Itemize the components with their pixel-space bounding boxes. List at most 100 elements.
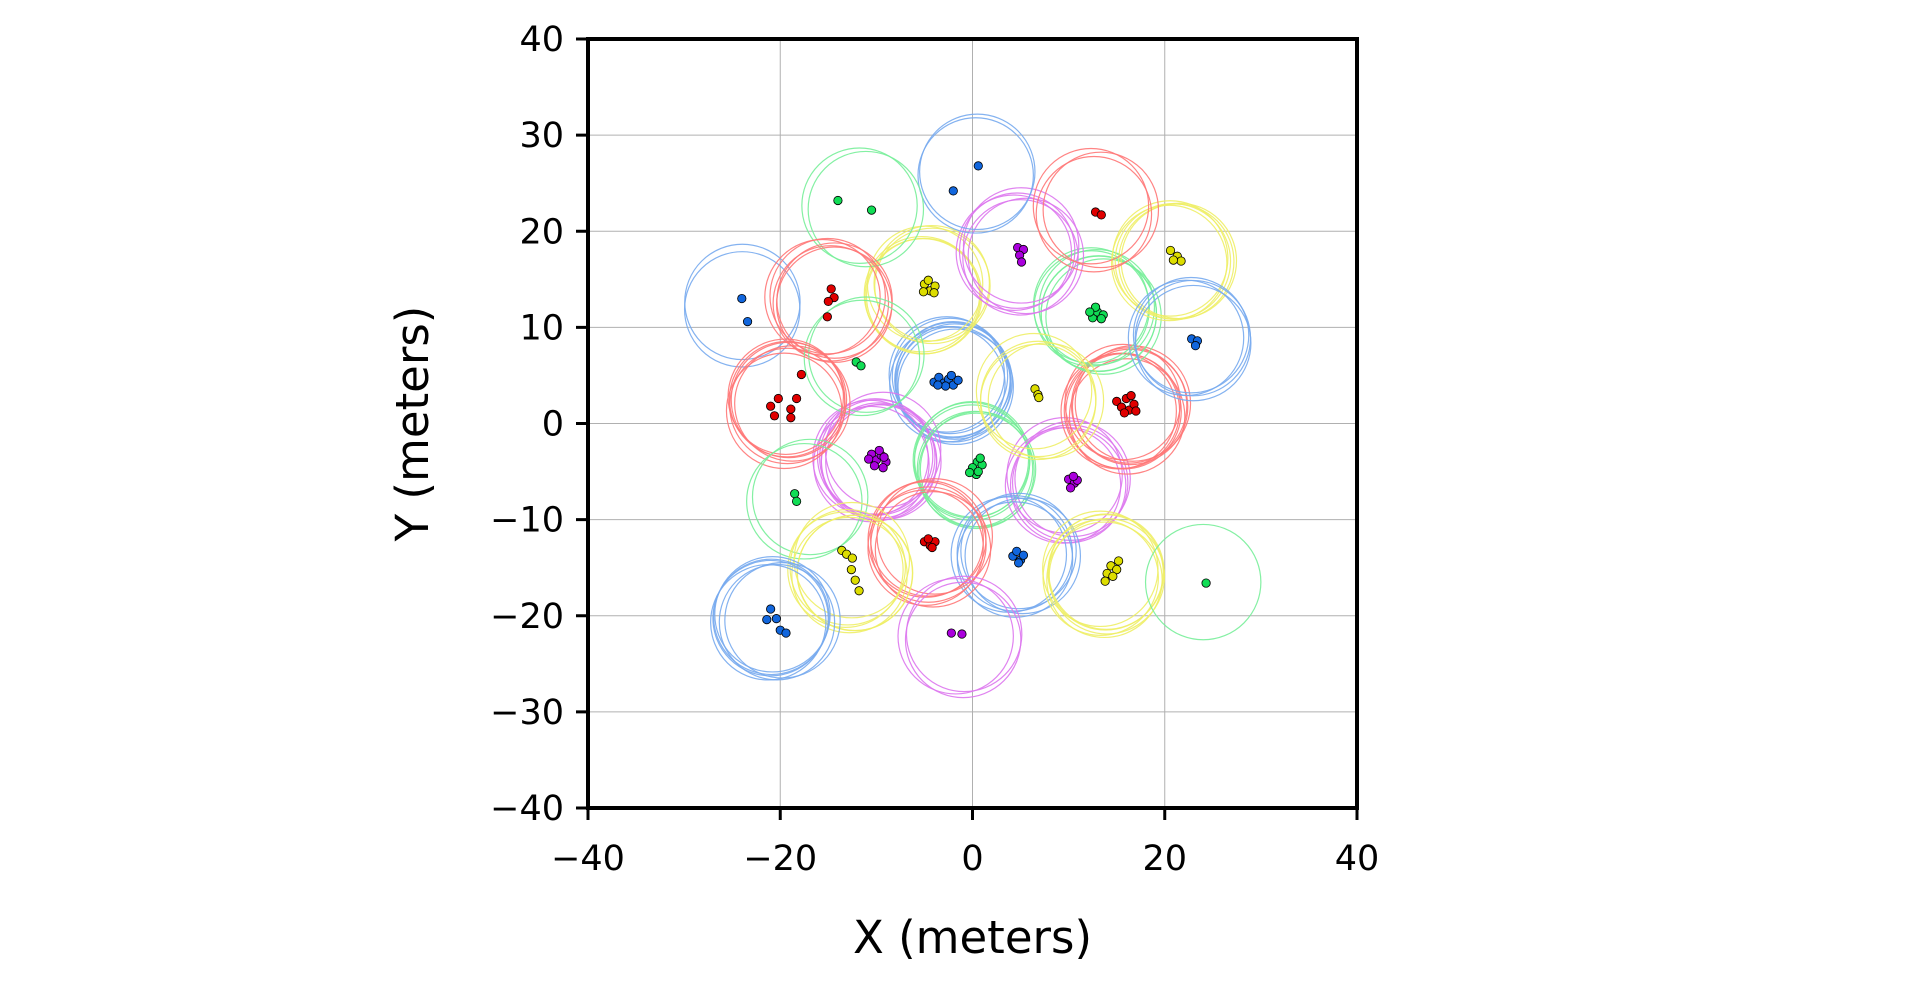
data-point	[850, 575, 860, 585]
range-circle	[751, 438, 869, 556]
data-point	[965, 467, 975, 478]
range-circle	[718, 563, 836, 681]
data-point	[975, 453, 985, 463]
y-tick-label: 0	[542, 405, 564, 445]
y-tick-label: −40	[490, 789, 564, 829]
axis-ticks: −40 −20 0 20 40 −40 −30 −20 −10 0 10 20 30 40	[490, 20, 1379, 879]
range-circle	[683, 251, 801, 368]
data-point	[1112, 565, 1122, 575]
data-point	[1034, 392, 1044, 403]
range-circle	[870, 486, 987, 603]
data-point	[786, 404, 796, 414]
range-circle	[1038, 248, 1156, 366]
data-point	[847, 553, 857, 563]
y-tick-label: 10	[519, 308, 564, 348]
range-circle	[1046, 521, 1163, 639]
data-point	[1096, 314, 1106, 324]
data-point	[1014, 558, 1024, 568]
data-point	[953, 375, 963, 385]
range-circle	[897, 328, 1014, 446]
range-circle	[979, 343, 1097, 461]
data-point	[737, 293, 747, 304]
range-circles	[683, 113, 1262, 699]
data-point	[1085, 307, 1095, 317]
range-circle	[987, 342, 1105, 460]
range-circle	[725, 352, 843, 470]
data-point	[1012, 546, 1022, 556]
data-point	[940, 381, 951, 391]
range-circle	[1144, 523, 1262, 641]
y-tick-label: −10	[490, 501, 564, 541]
range-circle	[1132, 276, 1250, 394]
data-point	[1131, 406, 1141, 416]
range-circle	[769, 237, 886, 355]
range-circle	[962, 199, 1079, 316]
data-point	[1016, 257, 1027, 267]
range-circle	[891, 317, 1009, 435]
data-point	[742, 317, 753, 327]
range-circle	[956, 495, 1074, 612]
data-point	[854, 586, 864, 596]
range-circle	[919, 113, 1036, 231]
data-point	[874, 445, 884, 456]
range-circle	[714, 556, 831, 673]
range-circle	[1014, 420, 1131, 538]
data-point	[766, 604, 776, 614]
data-point	[766, 401, 776, 411]
range-circle	[764, 238, 881, 356]
data-point	[946, 628, 956, 638]
data-point	[786, 413, 796, 423]
data-point	[879, 452, 889, 462]
data-point	[833, 195, 843, 206]
data-point	[948, 186, 958, 196]
range-circle	[1042, 510, 1159, 628]
range-circle	[808, 296, 925, 413]
y-axis-title: Y (meters)	[386, 306, 439, 543]
range-circle	[1047, 514, 1164, 631]
range-circle	[958, 192, 1076, 309]
range-circle	[713, 558, 830, 676]
data-point	[973, 466, 983, 477]
data-point	[791, 496, 802, 506]
data-point	[1114, 556, 1124, 566]
range-circle	[1032, 147, 1150, 265]
data-point	[1068, 471, 1079, 481]
range-circle	[876, 478, 994, 595]
range-circle	[888, 316, 1006, 433]
range-circle	[894, 326, 1012, 443]
data-point	[1201, 578, 1211, 588]
data-point	[1119, 408, 1129, 418]
data-point	[864, 454, 874, 464]
x-axis-title: X (meters)	[853, 911, 1092, 964]
range-circle	[789, 508, 907, 626]
range-circle	[1068, 358, 1186, 475]
data-points	[737, 161, 1211, 639]
data-point	[773, 393, 783, 404]
data-point	[823, 296, 833, 307]
range-circle	[1042, 151, 1160, 269]
range-circle	[897, 577, 1014, 695]
range-circle	[801, 147, 918, 264]
data-point	[869, 461, 880, 471]
data-point	[927, 542, 937, 553]
range-circle	[1040, 255, 1158, 372]
range-circle	[894, 321, 1011, 439]
range-circle	[967, 197, 1085, 315]
data-point	[826, 284, 836, 294]
range-circle	[904, 581, 1022, 699]
data-point	[1018, 550, 1029, 560]
range-circle	[864, 238, 982, 355]
data-point	[1126, 391, 1136, 401]
data-point	[946, 370, 956, 381]
range-circle	[746, 442, 863, 560]
range-circle	[867, 481, 984, 598]
data-point	[878, 463, 888, 473]
data-point	[923, 534, 933, 544]
data-point	[1096, 210, 1106, 220]
data-point	[791, 393, 802, 404]
x-tick-label: 40	[1335, 839, 1380, 879]
data-point	[769, 411, 780, 421]
data-point	[1065, 483, 1076, 493]
